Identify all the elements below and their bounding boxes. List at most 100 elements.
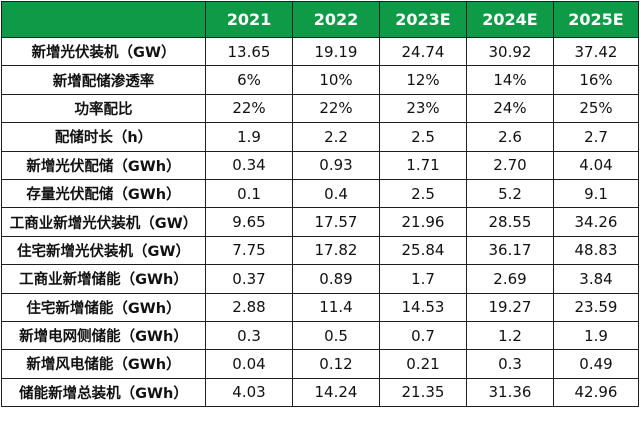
row-label: 住宅新增光伏装机（GW） bbox=[1, 235, 206, 266]
table-cell: 22% bbox=[205, 93, 293, 124]
table-row: 新增电网侧储能（GWh） 0.3 0.5 0.7 1.2 1.9 bbox=[1, 320, 639, 351]
table-cell: 2.70 bbox=[466, 150, 554, 180]
table-cell: 1.9 bbox=[553, 320, 639, 351]
table-cell: 36.17 bbox=[466, 235, 554, 266]
table-cell: 0.12 bbox=[292, 349, 380, 379]
table-row: 新增光伏装机（GW） 13.65 19.19 24.74 30.92 37.42 bbox=[1, 36, 639, 67]
table-row: 工商业新增光伏装机（GW） 9.65 17.57 21.96 28.55 34.26 bbox=[1, 207, 639, 237]
table-body: 新增光伏装机（GW） 13.65 19.19 24.74 30.92 37.42 新增配储渗… bbox=[1, 36, 639, 408]
table-cell: 1.9 bbox=[205, 122, 293, 152]
table-cell: 21.35 bbox=[379, 377, 467, 408]
table-cell: 0.34 bbox=[205, 150, 293, 180]
table-cell: 25.84 bbox=[379, 235, 467, 266]
table-cell: 19.19 bbox=[292, 36, 380, 67]
table-cell: 2.88 bbox=[205, 292, 293, 322]
table-cell: 10% bbox=[292, 65, 380, 95]
table-cell: 0.5 bbox=[292, 320, 380, 351]
table-cell: 0.93 bbox=[292, 150, 380, 180]
header-row: 2021 2022 2023E 2024E 2025E bbox=[1, 1, 639, 38]
table-row: 新增配储渗透率 6% 10% 12% 14% 16% bbox=[1, 65, 639, 95]
table-cell: 14.24 bbox=[292, 377, 380, 408]
table-cell: 1.71 bbox=[379, 150, 467, 180]
table-cell: 4.04 bbox=[553, 150, 639, 180]
table-cell: 42.96 bbox=[553, 377, 639, 408]
table-cell: 2.69 bbox=[466, 264, 554, 294]
row-label: 新增配储渗透率 bbox=[1, 65, 206, 95]
table-cell: 22% bbox=[292, 93, 380, 124]
table-cell: 0.4 bbox=[292, 178, 380, 209]
table-row: 储能新增总装机（GWh） 4.03 14.24 21.35 31.36 42.96 bbox=[1, 377, 639, 408]
table-cell: 9.65 bbox=[205, 207, 293, 237]
table-cell: 4.03 bbox=[205, 377, 293, 408]
table-cell: 3.84 bbox=[553, 264, 639, 294]
row-label: 配储时长（h） bbox=[1, 122, 206, 152]
table-cell: 0.89 bbox=[292, 264, 380, 294]
table-cell: 0.3 bbox=[466, 349, 554, 379]
column-header: 2023E bbox=[379, 1, 467, 38]
table-cell: 1.7 bbox=[379, 264, 467, 294]
table-cell: 14.53 bbox=[379, 292, 467, 322]
row-label: 住宅新增储能（GWh） bbox=[1, 292, 206, 322]
table-cell: 0.49 bbox=[553, 349, 639, 379]
column-header: 2022 bbox=[292, 1, 380, 38]
table-cell: 7.75 bbox=[205, 235, 293, 266]
table-cell: 28.55 bbox=[466, 207, 554, 237]
table-row: 新增光伏配储（GWh） 0.34 0.93 1.71 2.70 4.04 bbox=[1, 150, 639, 180]
table-cell: 23% bbox=[379, 93, 467, 124]
table-cell: 34.26 bbox=[553, 207, 639, 237]
table-cell: 23.59 bbox=[553, 292, 639, 322]
row-label: 工商业新增储能（GWh） bbox=[1, 264, 206, 294]
row-label: 工商业新增光伏装机（GW） bbox=[1, 207, 206, 237]
energy-storage-forecast-table: 2021 2022 2023E 2024E 2025E 新增光伏装机（GW） 13… bbox=[1, 1, 639, 408]
row-label: 新增光伏配储（GWh） bbox=[1, 150, 206, 180]
table-cell: 48.83 bbox=[553, 235, 639, 266]
table-row: 住宅新增储能（GWh） 2.88 11.4 14.53 19.27 23.59 bbox=[1, 292, 639, 322]
table-cell: 0.1 bbox=[205, 178, 293, 209]
table-cell: 13.65 bbox=[205, 36, 293, 67]
table-cell: 16% bbox=[553, 65, 639, 95]
table-cell: 5.2 bbox=[466, 178, 554, 209]
row-label: 存量光伏配储（GWh） bbox=[1, 178, 206, 209]
table-row: 住宅新增光伏装机（GW） 7.75 17.82 25.84 36.17 48.83 bbox=[1, 235, 639, 266]
table-cell: 17.82 bbox=[292, 235, 380, 266]
row-label: 功率配比 bbox=[1, 93, 206, 124]
table-row: 配储时长（h） 1.9 2.2 2.5 2.6 2.7 bbox=[1, 122, 639, 152]
table-cell: 24% bbox=[466, 93, 554, 124]
table-cell: 11.4 bbox=[292, 292, 380, 322]
table-cell: 31.36 bbox=[466, 377, 554, 408]
table-cell: 0.3 bbox=[205, 320, 293, 351]
table-cell: 19.27 bbox=[466, 292, 554, 322]
table-header: 2021 2022 2023E 2024E 2025E bbox=[1, 1, 639, 38]
column-header: 2021 bbox=[205, 1, 293, 38]
table-row: 新增风电储能（GWh） 0.04 0.12 0.21 0.3 0.49 bbox=[1, 349, 639, 379]
table-cell: 0.21 bbox=[379, 349, 467, 379]
table-cell: 9.1 bbox=[553, 178, 639, 209]
table-cell: 24.74 bbox=[379, 36, 467, 67]
row-label: 新增电网侧储能（GWh） bbox=[1, 320, 206, 351]
table-cell: 0.04 bbox=[205, 349, 293, 379]
table-cell: 2.5 bbox=[379, 178, 467, 209]
column-header: 2024E bbox=[466, 1, 554, 38]
row-label: 储能新增总装机（GWh） bbox=[1, 377, 206, 408]
table-cell: 14% bbox=[466, 65, 554, 95]
table-cell: 2.7 bbox=[553, 122, 639, 152]
table-cell: 0.7 bbox=[379, 320, 467, 351]
table-row: 工商业新增储能（GWh） 0.37 0.89 1.7 2.69 3.84 bbox=[1, 264, 639, 294]
table-cell: 30.92 bbox=[466, 36, 554, 67]
table-cell: 37.42 bbox=[553, 36, 639, 67]
table-cell: 2.6 bbox=[466, 122, 554, 152]
table-cell: 21.96 bbox=[379, 207, 467, 237]
table-cell: 12% bbox=[379, 65, 467, 95]
table-cell: 0.37 bbox=[205, 264, 293, 294]
row-label: 新增风电储能（GWh） bbox=[1, 349, 206, 379]
table-cell: 1.2 bbox=[466, 320, 554, 351]
table-cell: 2.5 bbox=[379, 122, 467, 152]
table-cell: 6% bbox=[205, 65, 293, 95]
column-header: 2025E bbox=[553, 1, 639, 38]
row-label: 新增光伏装机（GW） bbox=[1, 36, 206, 67]
header-corner-cell bbox=[1, 1, 206, 38]
table-cell: 17.57 bbox=[292, 207, 380, 237]
table-cell: 2.2 bbox=[292, 122, 380, 152]
table-row: 存量光伏配储（GWh） 0.1 0.4 2.5 5.2 9.1 bbox=[1, 178, 639, 209]
